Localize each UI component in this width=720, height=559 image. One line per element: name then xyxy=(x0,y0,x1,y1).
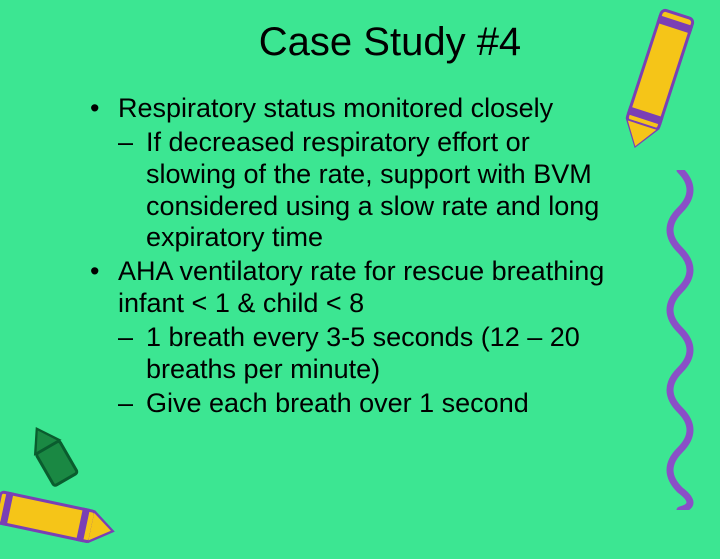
sub-bullet-text: If decreased respiratory effort or slowi… xyxy=(146,127,599,253)
sub-bullet-text: 1 breath every 3-5 seconds (12 – 20 brea… xyxy=(146,322,580,384)
sub-bullet-item: Give each breath over 1 second xyxy=(118,388,610,420)
slide-content: Respiratory status monitored closely If … xyxy=(90,93,610,420)
sub-bullet-item: If decreased respiratory effort or slowi… xyxy=(118,127,610,254)
crayon-icon xyxy=(30,433,90,496)
sub-bullet-list: 1 breath every 3-5 seconds (12 – 20 brea… xyxy=(118,322,610,420)
bullet-text: AHA ventilatory rate for rescue breathin… xyxy=(118,256,604,318)
crayon-icon xyxy=(0,481,134,559)
slide-container: Case Study #4 Respiratory status monitor… xyxy=(0,0,720,540)
bullet-text: Respiratory status monitored closely xyxy=(118,93,553,123)
bullet-item: Respiratory status monitored closely If … xyxy=(90,93,610,254)
sub-bullet-text: Give each breath over 1 second xyxy=(146,388,529,418)
sub-bullet-item: 1 breath every 3-5 seconds (12 – 20 brea… xyxy=(118,322,610,386)
bullet-item: AHA ventilatory rate for rescue breathin… xyxy=(90,256,610,419)
slide-title: Case Study #4 xyxy=(110,20,670,65)
bullet-list: Respiratory status monitored closely If … xyxy=(90,93,610,420)
squiggle-icon xyxy=(660,170,700,510)
sub-bullet-list: If decreased respiratory effort or slowi… xyxy=(118,127,610,254)
